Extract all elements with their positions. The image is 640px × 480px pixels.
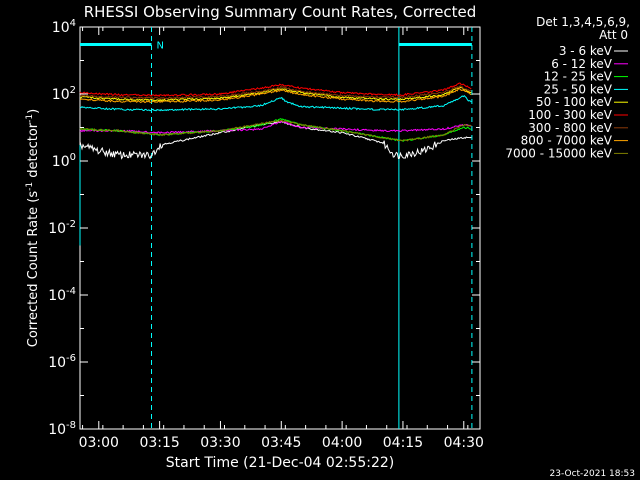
- x-tick-label: 03:15: [139, 435, 179, 451]
- saa-label: N: [157, 41, 164, 52]
- series-line-1: [79, 120, 472, 135]
- legend-label-4: 50 - 100 keV: [536, 95, 613, 109]
- y-tick-label: 10-6: [48, 353, 76, 371]
- y-tick-label: 10-2: [48, 219, 76, 237]
- x-tick-label: 03:30: [200, 435, 240, 451]
- y-axis-label-main: Corrected Count Rate (s: [26, 191, 41, 348]
- y-tick-label: 102: [52, 85, 76, 103]
- y-tick-label: 10-4: [48, 286, 76, 304]
- series-line-6: [79, 85, 472, 100]
- y-axis-label-exp2: -1: [25, 114, 35, 123]
- series-line-4: [79, 86, 472, 102]
- x-tick-label: 04:15: [383, 435, 423, 451]
- x-tick-label: 04:30: [444, 435, 484, 451]
- series-layer: [79, 82, 472, 160]
- legend-label-5: 100 - 300 keV: [528, 108, 612, 122]
- series-line-7: [79, 88, 472, 104]
- markers: N: [79, 27, 473, 429]
- legend-label-3: 25 - 50 keV: [544, 82, 613, 96]
- legend-label-7: 800 - 7000 keV: [521, 134, 613, 148]
- series-line-3: [79, 95, 472, 112]
- x-tick-label: 04:00: [322, 435, 362, 451]
- chart-title: RHESSI Observing Summary Count Rates, Co…: [84, 3, 477, 21]
- y-axis-label-end: ): [26, 109, 41, 114]
- legend-label-1: 6 - 12 keV: [551, 57, 613, 71]
- y-tick-label: 104: [52, 18, 76, 36]
- series-line-0: [79, 120, 472, 160]
- x-tick-label: 03:45: [261, 435, 301, 451]
- x-axis: 03:00 03:15 03:30 03:45 04:00 04:15 04:30: [79, 27, 484, 451]
- footer-date: 23-Oct-2021 18:53: [550, 469, 635, 479]
- legend-header-line-2: Att 0: [599, 28, 628, 42]
- y-axis: 10-8 10-6 10-4 10-2 100 102 104: [48, 18, 480, 438]
- y-axis-label-exp1: -1: [25, 182, 35, 191]
- legend-header-line-1: Det 1,3,4,5,6,9,: [536, 15, 630, 29]
- y-tick-label: 10-8: [48, 420, 76, 438]
- legend-label-8: 7000 - 15000 keV: [505, 146, 612, 160]
- x-tick-label: 03:00: [79, 435, 119, 451]
- legend-label-2: 12 - 25 keV: [544, 70, 613, 84]
- y-tick-label: 100: [52, 152, 76, 170]
- series-line-5: [79, 82, 472, 98]
- y-axis-label: Corrected Count Rate (s-1 detector-1): [25, 109, 41, 347]
- legend-label-0: 3 - 6 keV: [559, 44, 613, 58]
- y-axis-label-mid: detector: [26, 122, 41, 182]
- series-line-8: [79, 119, 472, 142]
- legend-label-6: 300 - 800 keV: [528, 121, 612, 135]
- x-axis-label: Start Time (21-Dec-04 02:55:22): [166, 455, 394, 471]
